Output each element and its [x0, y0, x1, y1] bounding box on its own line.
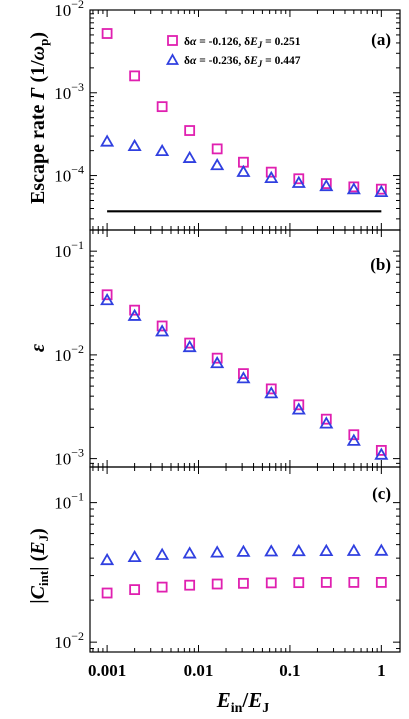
x-axis-label: Ein/EJ [216, 688, 270, 716]
triangle-point [100, 292, 115, 306]
triangle-point [319, 543, 334, 557]
square-point [293, 173, 305, 185]
panel-c-label: (c) [372, 484, 391, 503]
square-point [101, 28, 113, 39]
panel-a-label: (a) [371, 30, 391, 49]
triangle-point [374, 184, 389, 198]
legend: δα = -0.126, δEJ = 0.251 δα = -0.236, δE… [165, 35, 301, 69]
panel-a-ylabel: Escape rate Γ (1/ωp) [27, 32, 51, 204]
square-point [375, 444, 387, 456]
square-point [375, 183, 387, 195]
triangle-point [155, 143, 170, 157]
y-tick-label: 10−3 [54, 446, 84, 469]
square-point [156, 581, 168, 593]
triangle-point [291, 543, 306, 557]
panel-b-ylabel: ε [27, 343, 49, 352]
panel-c: |Cint| (EJ) 10−1 10−20.001 0.01 0.1 1 (c) [27, 466, 401, 680]
square-point [238, 577, 249, 589]
triangle-point [346, 433, 361, 446]
square-point [101, 289, 113, 301]
triangle-point [210, 355, 225, 369]
triangle-point [127, 308, 142, 321]
triangle-point [155, 547, 170, 560]
panel-b-label: (b) [370, 255, 391, 274]
square-point [129, 584, 141, 596]
square-point [293, 399, 305, 411]
panel-b-plot: 10−1 10−2 10−3 [54, 230, 400, 469]
triangle-point [100, 134, 115, 147]
x-tick-label: 1 [377, 661, 386, 680]
square-point [211, 352, 223, 364]
triangle-point [374, 543, 389, 556]
triangle-point [236, 544, 251, 557]
x-tick-label: 0.01 [184, 661, 214, 680]
panel-c-plot: 10−1 10−20.001 0.01 0.1 1 [54, 467, 400, 680]
legend-entry-2: δα = -0.236, δEJ = 0.447 [184, 55, 301, 69]
square-point [156, 101, 168, 113]
triangle-point [236, 371, 251, 384]
legend-triangle-marker [165, 53, 180, 65]
square-point [348, 577, 360, 588]
y-tick-label: 10−2 [54, 0, 84, 20]
panel-c-frame [89, 466, 401, 653]
triangle-point [182, 546, 197, 559]
triangle-point [210, 157, 225, 171]
square-point [265, 383, 277, 395]
legend-square-marker [167, 35, 178, 46]
y-tick-label: 10−2 [54, 342, 84, 365]
triangle-point [346, 543, 361, 556]
y-tick-label: 10−4 [54, 163, 84, 186]
panel-b: ε 10−1 10−2 10−3 (b) [27, 229, 401, 469]
panel-c-ylabel: |Cint| (EJ) [27, 528, 51, 604]
legend-entry-1: δα = -0.126, δEJ = 0.251 [184, 36, 301, 50]
x-tick-label: 0.1 [279, 661, 300, 680]
y-tick-label: 10−1 [54, 490, 84, 513]
panel-a-plot: 10−2 10−3 10−4 [54, 0, 400, 230]
square-point [375, 577, 387, 588]
triangle-point [210, 545, 225, 558]
y-tick-label: 10−1 [54, 238, 84, 261]
triangle-point [291, 402, 306, 415]
y-tick-label: 10−2 [54, 629, 84, 652]
triangle-point [291, 175, 306, 188]
square-point [184, 337, 196, 349]
square-point [211, 578, 223, 590]
triangle-point [182, 339, 197, 353]
square-point [265, 577, 277, 589]
square-point [320, 413, 332, 425]
triangle-point [264, 170, 279, 183]
triangle-point [100, 552, 115, 566]
triangle-point [346, 182, 361, 195]
triangle-point [319, 178, 334, 192]
triangle-point [127, 138, 142, 152]
square-point [293, 577, 305, 589]
square-point [211, 143, 223, 155]
panel-b-frame [89, 229, 401, 468]
triangle-point [236, 164, 251, 177]
square-point [348, 429, 360, 441]
triangle-point [374, 447, 389, 460]
square-point [238, 368, 249, 380]
triangle-point [127, 549, 142, 563]
y-tick-label: 10−3 [54, 80, 84, 103]
square-point [265, 166, 277, 178]
square-point [184, 579, 196, 591]
triangle-point [155, 324, 170, 337]
square-point [129, 70, 141, 82]
triangle-point [264, 544, 279, 557]
square-point [129, 304, 141, 316]
panel-a: Escape rate Γ (1/ωp) 10−2 10−3 10−4 (a) δα… [27, 0, 401, 231]
triangle-point [319, 416, 334, 429]
square-point [184, 125, 196, 136]
x-tick-label: 0.001 [88, 661, 126, 680]
square-point [101, 587, 113, 599]
triangle-point [264, 386, 279, 399]
triangle-point [182, 150, 197, 163]
square-point [156, 320, 168, 332]
square-point [320, 577, 332, 588]
